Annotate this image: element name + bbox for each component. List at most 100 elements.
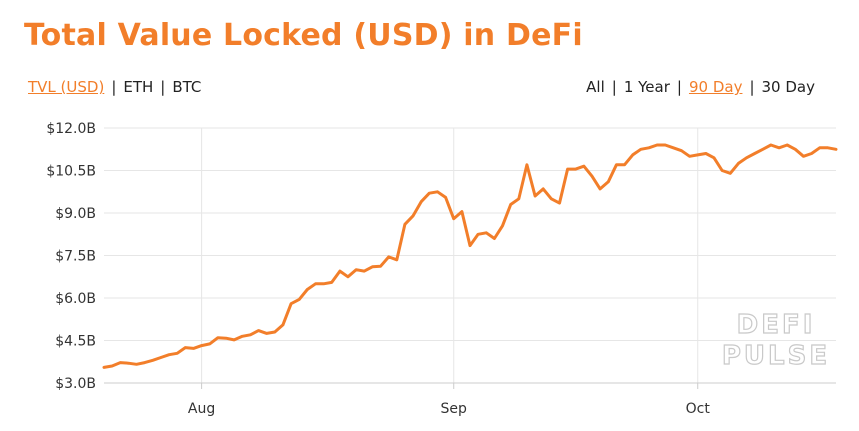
y-tick-label: $4.5B [55, 334, 96, 350]
data-point [485, 231, 488, 234]
axes: $3.0B $4.5B $6.0B $7.5B $9.0B $10.5B $12.0B Aug… [46, 121, 836, 417]
data-point [363, 269, 366, 273]
data-point [810, 152, 813, 155]
data-point [607, 180, 610, 183]
data-point [127, 362, 130, 365]
data-point [249, 333, 252, 336]
data-point [346, 275, 350, 278]
tab-separator: | [611, 78, 617, 96]
tab-eth[interactable]: ETH [123, 78, 154, 96]
data-point [542, 187, 545, 191]
data-point [428, 192, 431, 195]
data-point [623, 163, 626, 166]
data-point [598, 187, 602, 191]
data-point [135, 363, 138, 366]
data-point [794, 148, 797, 151]
x-tick-label: Aug [188, 401, 215, 417]
data-point [802, 155, 805, 158]
data-point [151, 359, 154, 362]
data-point [322, 282, 325, 285]
data-point [647, 146, 651, 149]
data-point [696, 153, 699, 157]
tab-tvl-usd[interactable]: TVL (USD) [28, 78, 105, 96]
data-point [688, 155, 691, 158]
data-point [265, 332, 268, 335]
data-point [330, 281, 333, 284]
watermark-line-2: PULSE [722, 341, 830, 371]
metric-selector: TVL (USD) | ETH | BTC [28, 78, 201, 96]
data-point [436, 190, 439, 193]
data-point [737, 162, 740, 165]
series-layer [102, 143, 838, 369]
data-point [192, 347, 195, 350]
time-range-selector: All | 1 Year | 90 Day | 30 Day [586, 78, 815, 96]
range-tab-30-day[interactable]: 30 Day [761, 78, 815, 96]
data-point [208, 342, 211, 346]
data-point [119, 361, 122, 364]
data-point [476, 233, 480, 236]
data-point [826, 146, 830, 149]
range-tab-all[interactable]: All [586, 78, 605, 96]
data-point [273, 330, 276, 334]
data-point [232, 338, 236, 342]
data-point [786, 143, 789, 147]
range-tab-90-day[interactable]: 90 Day [688, 78, 743, 96]
data-point [257, 329, 260, 332]
data-point [753, 152, 756, 155]
data-point [493, 237, 496, 240]
data-point [403, 223, 407, 226]
tab-separator: | [111, 78, 117, 96]
tab-separator: | [749, 78, 755, 96]
data-point [371, 265, 374, 268]
data-point [680, 149, 683, 152]
data-point [769, 143, 773, 147]
data-point [395, 258, 398, 261]
data-point [761, 148, 764, 151]
data-point [777, 146, 781, 149]
data-point [306, 288, 309, 291]
data-point [176, 352, 179, 355]
x-tick-label: Oct [686, 401, 711, 417]
data-point [110, 364, 114, 368]
range-tab-1-year[interactable]: 1 Year [623, 78, 670, 96]
data-point [517, 197, 520, 200]
watermark-line-1: DEFI [737, 310, 816, 340]
data-point [704, 152, 708, 155]
y-tick-label: $10.5B [46, 164, 96, 180]
data-point [420, 200, 423, 203]
data-point [566, 167, 569, 171]
data-point [460, 210, 464, 213]
x-tick-label: Sep [441, 401, 468, 417]
data-point [712, 156, 716, 159]
data-point [281, 323, 285, 327]
y-tick-label: $7.5B [55, 249, 96, 265]
data-point [745, 156, 748, 159]
tab-btc[interactable]: BTC [172, 78, 202, 96]
data-point [501, 224, 504, 227]
data-point [159, 356, 163, 359]
data-point [834, 148, 838, 151]
data-point [314, 282, 317, 285]
data-point [631, 153, 634, 157]
data-point [558, 201, 561, 205]
data-point [509, 203, 512, 206]
data-point [379, 265, 382, 268]
data-point [590, 175, 594, 178]
data-point [387, 255, 390, 259]
data-point [298, 298, 301, 301]
data-point [664, 143, 667, 147]
data-point [167, 353, 171, 356]
data-point [411, 214, 415, 217]
data-point [143, 361, 146, 364]
data-point [241, 335, 244, 338]
data-point [216, 336, 220, 339]
tvl-series-line [102, 143, 838, 369]
data-point [354, 268, 358, 271]
data-point [338, 269, 342, 273]
data-point [729, 172, 732, 175]
data-point [672, 146, 675, 149]
data-point [818, 146, 821, 149]
y-tick-label: $9.0B [55, 206, 96, 222]
data-point [574, 167, 577, 171]
